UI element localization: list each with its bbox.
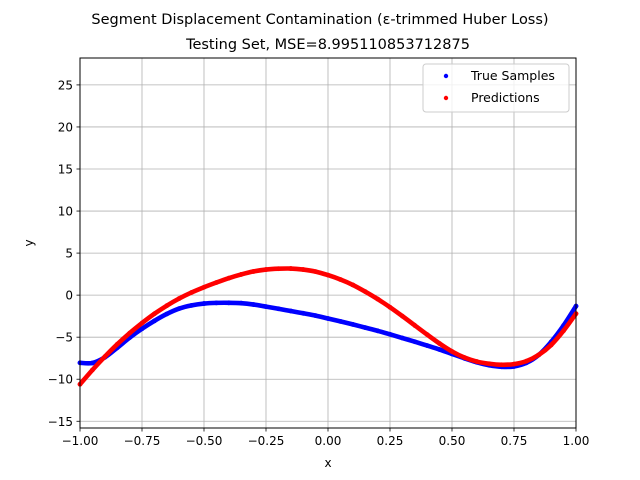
x-tick-label-7: 0.75 (501, 434, 528, 448)
point-true-samples-10 (201, 301, 207, 306)
point-predictions-16 (276, 266, 281, 272)
point-predictions-14 (251, 269, 256, 274)
point-predictions-19 (313, 269, 318, 274)
y-tick-label-2: −5 (55, 331, 73, 345)
y-tick-label-1: −10 (48, 373, 73, 387)
point-predictions-13 (238, 272, 244, 277)
x-tick-label-0: −1.00 (62, 434, 99, 448)
point-predictions-35 (511, 361, 517, 367)
point-predictions-29 (437, 341, 442, 346)
point-predictions-31 (462, 355, 467, 360)
point-true-samples-18 (300, 310, 306, 316)
point-predictions-6 (152, 311, 157, 317)
point-predictions-22 (350, 282, 356, 288)
point-predictions-17 (288, 266, 294, 271)
x-tick-label-5: 0.25 (377, 434, 404, 448)
point-true-samples-15 (263, 304, 269, 310)
point-true-samples-24 (375, 328, 380, 334)
legend-label-predictions: Predictions (471, 90, 540, 105)
point-predictions-23 (362, 289, 368, 295)
y-tick-label-8: 25 (58, 78, 73, 92)
legend-marker-predictions (443, 95, 449, 101)
point-true-samples-13 (238, 300, 244, 306)
point-predictions-37 (536, 352, 542, 358)
y-axis-label: y (22, 239, 36, 246)
point-true-samples-27 (412, 339, 418, 345)
x-tick-label-1: −0.75 (124, 434, 161, 448)
point-predictions-36 (524, 358, 529, 364)
point-predictions-15 (263, 267, 269, 272)
y-tick-label-5: 10 (58, 205, 73, 219)
point-predictions-27 (412, 323, 418, 328)
legend: True Samples Predictions (422, 63, 570, 113)
point-predictions-5 (139, 320, 145, 326)
point-true-samples-25 (387, 331, 393, 337)
chart-title: Segment Displacement Contamination (ε-tr… (91, 12, 548, 28)
point-predictions-7 (164, 303, 170, 309)
point-true-samples-1 (90, 360, 95, 366)
x-axis-label: x (324, 456, 331, 470)
point-predictions-10 (201, 284, 207, 290)
grid-layer (79, 58, 577, 428)
x-tick-label-4: 0.00 (315, 434, 342, 448)
point-predictions-12 (226, 275, 232, 281)
point-true-samples-26 (400, 335, 405, 341)
point-predictions-20 (325, 272, 331, 278)
y-tick-label-3: 0 (65, 289, 73, 303)
point-predictions-4 (127, 330, 132, 336)
point-true-samples-21 (338, 318, 343, 324)
point-predictions-21 (338, 277, 343, 282)
point-true-samples-12 (226, 300, 232, 306)
point-true-samples-16 (276, 306, 281, 312)
point-true-samples-17 (288, 308, 294, 314)
point-true-samples-29 (437, 347, 442, 352)
point-true-samples-19 (313, 313, 318, 319)
data-layer (77, 266, 579, 387)
x-tick-label-2: −0.50 (186, 434, 223, 448)
point-true-samples-7 (164, 311, 170, 317)
point-predictions-38 (548, 342, 554, 348)
x-tick-label-3: −0.25 (248, 434, 285, 448)
point-predictions-26 (400, 313, 405, 319)
y-tick-label-6: 15 (58, 163, 73, 177)
x-tick-label-6: 0.50 (439, 434, 466, 448)
point-predictions-1 (90, 367, 95, 373)
tick-layer: −1.00 −0.75 −0.50 −0.25 0.00 0.25 0.50 0.75 1.00… (48, 78, 590, 448)
point-true-samples-22 (350, 322, 356, 327)
point-true-samples-9 (189, 302, 195, 308)
point-predictions-39 (561, 328, 566, 334)
legend-label-true-samples: True Samples (470, 68, 555, 83)
point-true-samples-28 (424, 343, 430, 348)
point-true-samples-20 (325, 316, 331, 321)
series-predictions (77, 266, 579, 387)
point-predictions-30 (449, 349, 455, 354)
point-predictions-28 (424, 332, 430, 338)
y-tick-label-7: 20 (58, 120, 73, 134)
point-true-samples-6 (152, 318, 157, 324)
point-predictions-2 (102, 354, 108, 360)
point-predictions-24 (375, 296, 380, 302)
y-tick-label-0: −15 (48, 415, 73, 429)
point-predictions-33 (486, 361, 492, 367)
point-true-samples-11 (214, 300, 219, 306)
point-true-samples-14 (251, 302, 256, 307)
point-true-samples-23 (362, 325, 368, 330)
x-tick-label-8: 1.00 (563, 434, 590, 448)
point-predictions-3 (114, 341, 120, 347)
point-predictions-25 (387, 304, 393, 310)
point-predictions-8 (176, 296, 182, 301)
point-predictions-18 (300, 267, 306, 272)
legend-marker-true-samples (443, 73, 449, 79)
point-predictions-9 (189, 290, 195, 295)
legend-frame (422, 63, 570, 113)
point-predictions-11 (214, 280, 219, 285)
point-true-samples-8 (176, 306, 182, 311)
chart-subtitle: Testing Set, MSE=8.995110853712875 (185, 37, 470, 53)
point-predictions-32 (474, 359, 480, 364)
y-tick-label-4: 5 (65, 247, 73, 261)
point-predictions-34 (499, 362, 504, 368)
point-true-samples-5 (139, 326, 145, 332)
